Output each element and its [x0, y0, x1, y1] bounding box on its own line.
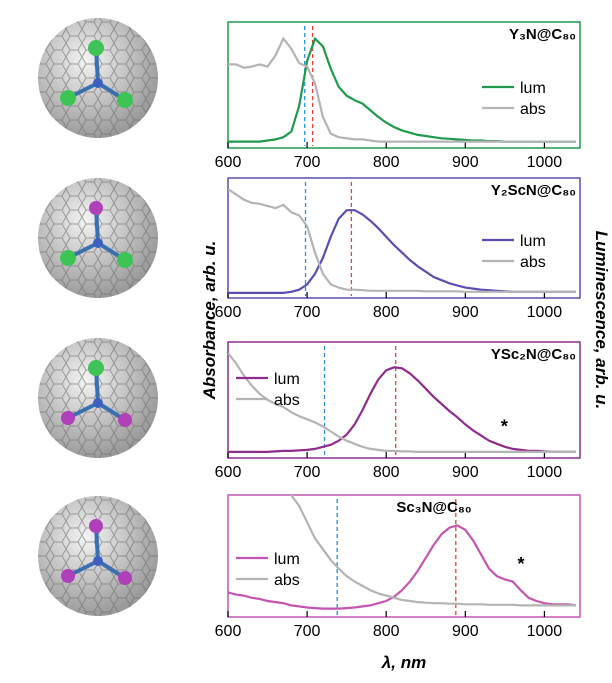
panel-title: Y₂ScN@C₈₀: [491, 182, 576, 199]
x-tick-label: 1000: [527, 154, 563, 171]
x-tick-label: 900: [452, 304, 479, 321]
panel-title: Sc₃N@C₈₀: [396, 499, 471, 516]
legend-label: abs: [520, 254, 546, 271]
molecule-ysc2n: [38, 338, 158, 458]
panel: 600 700 800 900 1000 YSc₂N@C₈₀ lum abs *: [215, 342, 580, 481]
x-tick-label: 800: [373, 304, 400, 321]
x-tick-label: 600: [215, 464, 242, 481]
legend-label: lum: [520, 80, 546, 97]
legend-label: abs: [274, 572, 300, 589]
panel: 600 700 800 900 1000 Y₂ScN@C₈₀ lum abs: [215, 178, 580, 321]
x-tick-label: 700: [294, 464, 321, 481]
x-tick-label: 1000: [527, 623, 563, 640]
x-tick-label: 800: [373, 154, 400, 171]
panel: 600 700 800 900 1000 Y₃N@C₈₀ lum abs: [215, 22, 580, 171]
legend-label: abs: [274, 392, 300, 409]
panel: 600 700 800 900 1000 Sc₃N@C₈₀ lum abs *: [215, 376, 580, 640]
y2-axis-label: Luminescence, arb. u.: [592, 231, 611, 410]
x-tick-label: 800: [373, 623, 400, 640]
x-tick-label: 900: [452, 154, 479, 171]
legend-label: lum: [274, 551, 300, 568]
series-line: [228, 210, 576, 293]
molecules: [38, 18, 158, 616]
x-tick-label: 700: [294, 154, 321, 171]
x-tick-label: 1000: [527, 304, 563, 321]
page: {"figure":{"xlabel":"λ, nm","ylabel":"Ab…: [0, 0, 612, 683]
annotation: *: [501, 416, 508, 436]
x-tick-label: 600: [215, 154, 242, 171]
legend-label: lum: [274, 371, 300, 388]
molecule-y3n: [38, 18, 158, 138]
x-tick-label: 800: [373, 464, 400, 481]
x-tick-label: 900: [452, 623, 479, 640]
molecule-y2scn: [38, 178, 158, 298]
x-tick-label: 700: [294, 623, 321, 640]
figure: Absorbance, arb. u. Luminescence, arb. u…: [0, 0, 612, 678]
x-tick-label: 600: [215, 304, 242, 321]
legend-label: abs: [520, 101, 546, 118]
panel-title: YSc₂N@C₈₀: [491, 346, 576, 363]
x-tick-label: 700: [294, 304, 321, 321]
x-tick-label: 1000: [527, 464, 563, 481]
x-tick-label: 600: [215, 623, 242, 640]
panel-title: Y₃N@C₈₀: [509, 26, 576, 43]
x-axis-label: λ, nm: [381, 653, 426, 672]
molecule-sc3n: [38, 496, 158, 616]
annotation: *: [518, 554, 525, 574]
x-tick-label: 900: [452, 464, 479, 481]
legend-label: lum: [520, 233, 546, 250]
